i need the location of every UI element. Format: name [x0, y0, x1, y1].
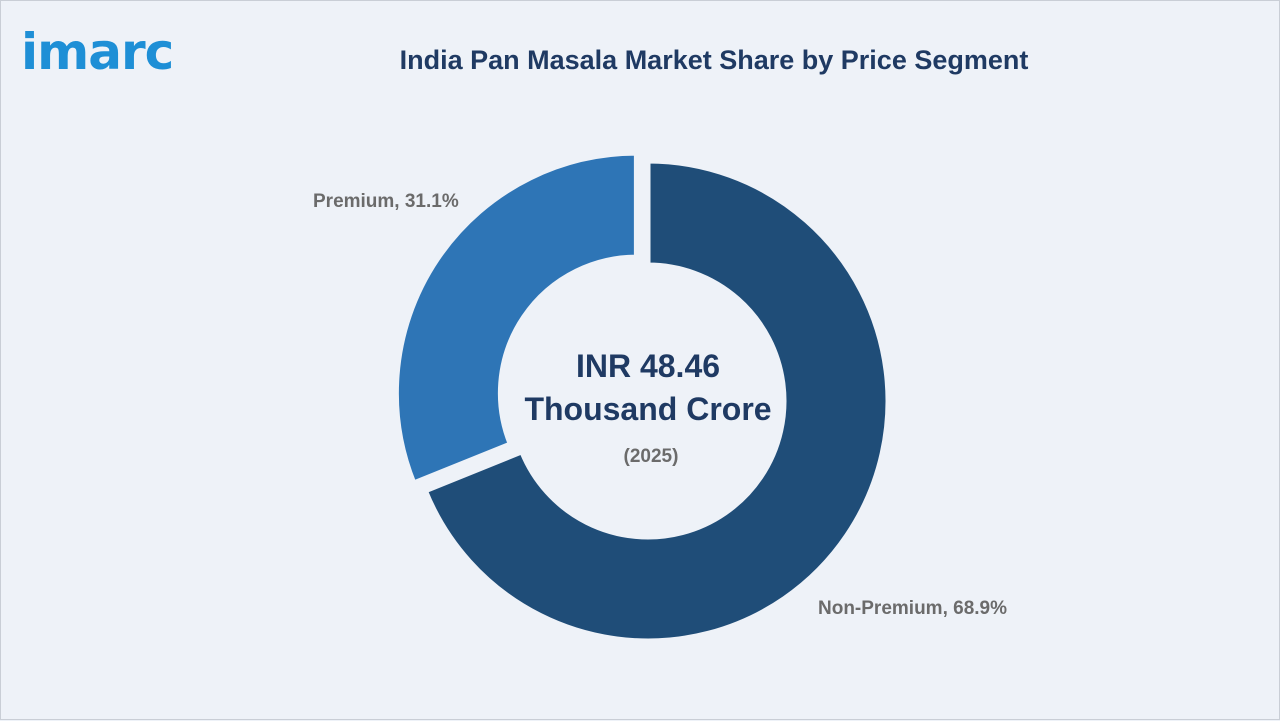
center-value-line1: INR 48.46	[576, 348, 720, 384]
slice-label-premium: Premium, 31.1%	[313, 191, 459, 212]
center-year: (2025)	[624, 446, 679, 467]
center-value-line2: Thousand Crore	[524, 391, 771, 427]
imarc-logo: imarc	[21, 27, 174, 77]
slice-non-premium	[422, 158, 891, 644]
logo-text: imarc	[21, 23, 174, 81]
chart-title: India Pan Masala Market Share by Price S…	[399, 45, 1029, 75]
slice-label-non-premium: Non-Premium, 68.9%	[818, 598, 1007, 619]
slice-premium	[393, 150, 639, 487]
